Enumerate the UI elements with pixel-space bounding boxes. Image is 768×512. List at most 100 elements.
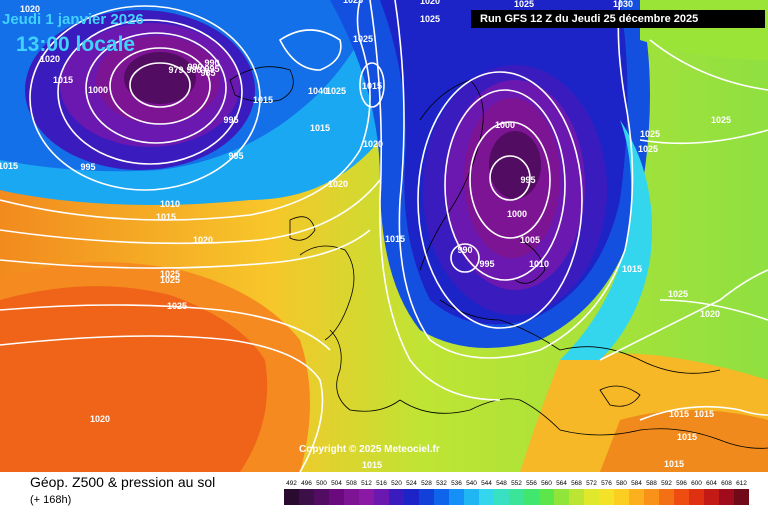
pressure-label: 1020 xyxy=(420,0,440,6)
pressure-label: 1015 xyxy=(694,409,714,419)
legend-swatch xyxy=(434,489,449,505)
pressure-label: 1010 xyxy=(529,259,549,269)
pressure-label: 1015 xyxy=(664,459,684,469)
legend-label: 528 xyxy=(421,480,432,487)
pressure-label: 1020 xyxy=(40,54,60,64)
pressure-label: 1020 xyxy=(328,179,348,189)
legend-swatch xyxy=(359,489,374,505)
pressure-label: 979 xyxy=(168,65,183,75)
color-scale-legend: 492 496 500 504 508 512 516 520 524 528 532 536 540 5… xyxy=(284,480,749,505)
legend-swatch xyxy=(509,489,524,505)
pressure-label: 990 xyxy=(187,62,202,72)
eastern-cyan-belt xyxy=(560,120,652,360)
legend-label: 504 xyxy=(331,480,342,487)
legend-label: 516 xyxy=(376,480,387,487)
legend-label: 588 xyxy=(646,480,657,487)
legend-label: 524 xyxy=(406,480,417,487)
pressure-label: 1025 xyxy=(353,34,373,44)
isobars xyxy=(0,0,768,472)
legend-swatch xyxy=(704,489,719,505)
legend-label: 520 xyxy=(391,480,402,487)
legend-swatch xyxy=(389,489,404,505)
pressure-label: 1015 xyxy=(53,75,73,85)
legend-swatch xyxy=(614,489,629,505)
legend-label: 564 xyxy=(556,480,567,487)
legend-label: 568 xyxy=(571,480,582,487)
legend-swatch xyxy=(419,489,434,505)
southwest-hot-core xyxy=(0,286,268,472)
pressure-label: 1015 xyxy=(385,234,405,244)
western-low-center xyxy=(124,52,196,104)
run-info-banner: Run GFS 12 Z du Jeudi 25 décembre 2025 xyxy=(471,10,765,28)
pressure-label: 1025 xyxy=(640,129,660,139)
pressure-label: 985 xyxy=(200,68,215,78)
legend-label: 600 xyxy=(691,480,702,487)
pressure-label: 1020 xyxy=(90,414,110,424)
pressure-label: 990 xyxy=(204,58,219,68)
pressure-label: 990 xyxy=(457,245,472,255)
pressure-label: 1020 xyxy=(363,139,383,149)
pressure-label: 1015 xyxy=(310,123,330,133)
legend-label: 500 xyxy=(316,480,327,487)
pressure-label: 1015 xyxy=(0,161,18,171)
legend-swatch xyxy=(659,489,674,505)
legend-label: 572 xyxy=(586,480,597,487)
pressure-label: 1040 xyxy=(308,86,328,96)
legend-label: 492 xyxy=(286,480,297,487)
pressure-label: 1005 xyxy=(520,235,540,245)
pressure-label: 1015 xyxy=(362,460,382,470)
legend-swatch xyxy=(344,489,359,505)
pressure-label: 1025 xyxy=(160,275,180,285)
legend-swatch xyxy=(539,489,554,505)
pressure-label: 1025 xyxy=(420,14,440,24)
pressure-label: 995 xyxy=(479,259,494,269)
legend-label: 604 xyxy=(706,480,717,487)
pressure-label: 1025 xyxy=(167,301,187,311)
legend-swatch xyxy=(599,489,614,505)
legend-swatch xyxy=(584,489,599,505)
legend-label: 596 xyxy=(676,480,687,487)
pressure-label: 1015 xyxy=(669,409,689,419)
legend-swatch xyxy=(374,489,389,505)
legend-swatch xyxy=(569,489,584,505)
pressure-label: 1000 xyxy=(507,209,527,219)
pressure-label: 995 xyxy=(520,175,535,185)
legend-label: 556 xyxy=(526,480,537,487)
legend-label: 548 xyxy=(496,480,507,487)
pressure-label: 1015 xyxy=(253,95,273,105)
legend-swatch xyxy=(404,489,419,505)
legend-swatch xyxy=(674,489,689,505)
legend-swatch xyxy=(689,489,704,505)
legend-swatch xyxy=(464,489,479,505)
legend-swatch xyxy=(734,489,749,505)
legend-label: 612 xyxy=(736,480,747,487)
legend-label: 608 xyxy=(721,480,732,487)
pressure-label: 1020 xyxy=(193,235,213,245)
pressure-label: 1025 xyxy=(343,0,363,5)
pressure-label: 1015 xyxy=(156,212,176,222)
legend-swatch xyxy=(449,489,464,505)
legend-label: 584 xyxy=(631,480,642,487)
legend-swatch xyxy=(284,489,299,505)
legend-label: 592 xyxy=(661,480,672,487)
legend-swatch xyxy=(524,489,539,505)
legend-label: 496 xyxy=(301,480,312,487)
pressure-label: 1025 xyxy=(514,0,534,9)
pressure-label: 1015 xyxy=(622,264,642,274)
copyright-notice: Copyright © 2025 Meteociel.fr xyxy=(299,444,440,455)
legend-label: 552 xyxy=(511,480,522,487)
pressure-label: 1025 xyxy=(326,86,346,96)
pressure-label: 995 xyxy=(80,162,95,172)
legend-swatch xyxy=(629,489,644,505)
legend-label: 560 xyxy=(541,480,552,487)
legend-swatch xyxy=(329,489,344,505)
map-footer: Géop. Z500 & pression au sol (+ 168h) 49… xyxy=(0,472,768,512)
legend-swatch xyxy=(479,489,494,505)
pressure-label: 1000 xyxy=(88,85,108,95)
pressure-label: 1025 xyxy=(160,269,180,279)
pressure-label: 1020 xyxy=(700,309,720,319)
legend-label: 544 xyxy=(481,480,492,487)
legend-label: 532 xyxy=(436,480,447,487)
legend-label: 512 xyxy=(361,480,372,487)
